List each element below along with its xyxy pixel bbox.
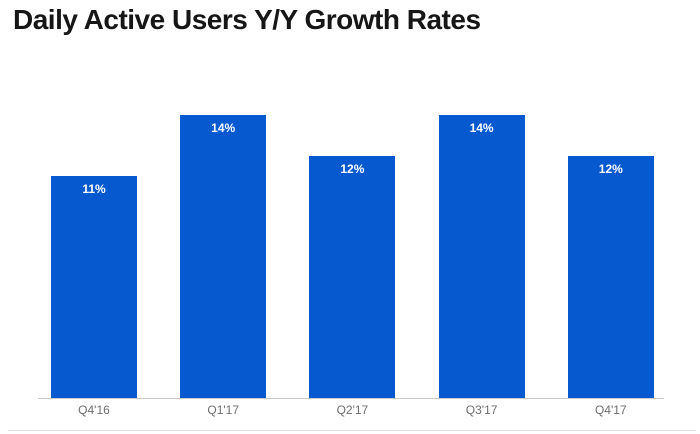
bar-q2-17: 12% [309,156,396,398]
x-tick-label-q3-17: Q3'17 [465,403,498,417]
x-tick-label-q4-16: Q4'16 [78,403,110,417]
x-tick-label-q1-17: Q1'17 [207,403,240,417]
bar-q4-17: 12% [567,156,654,398]
bar-value-label: 12% [340,162,365,176]
bar-value-label: 11% [82,182,106,196]
bar-q1-17: 14% [180,115,267,398]
x-tick-label-q2-17: Q2'17 [336,403,369,417]
bar-value-label: 14% [211,121,236,135]
bar-q3-17: 14% [438,115,525,398]
bar-q4-16: 11% [51,176,137,398]
x-axis-line [38,398,664,399]
x-tick-label-q4-17: Q4'17 [594,403,627,417]
chart-title: Daily Active Users Y/Y Growth Rates [13,4,481,35]
bar-value-label: 12% [598,162,623,176]
bar-value-label: 14% [469,121,494,135]
bottom-divider [8,430,696,431]
